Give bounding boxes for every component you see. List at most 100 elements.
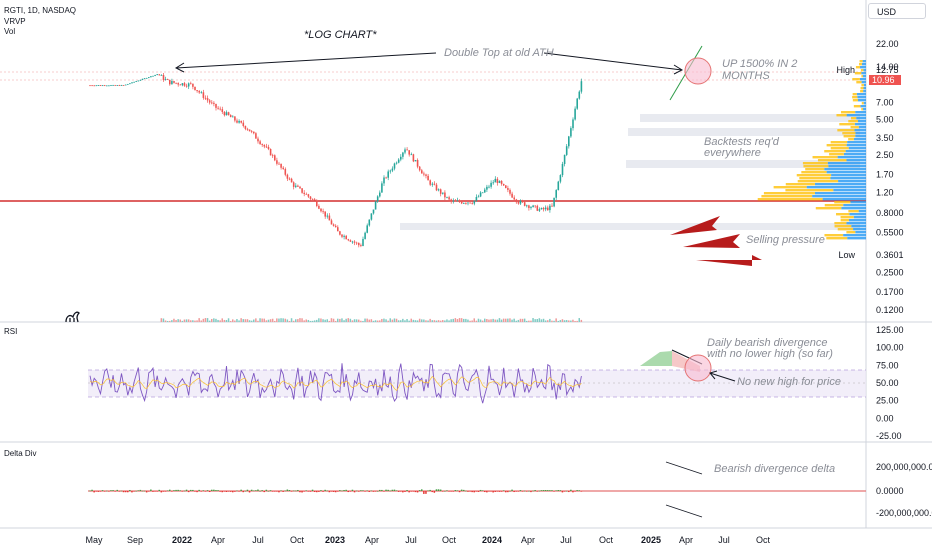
delta-bar [276,491,278,492]
volume-bar [481,320,484,322]
rsi-axis[interactable]: 125.00 100.00 75.00 50.00 25.00 0.00 -25.00 [876,325,904,441]
volume-bar [435,320,438,322]
indicator-vrvp[interactable]: VRVP [4,17,26,26]
log-chart-note[interactable]: *LOG CHART* [304,29,377,41]
indicator-vol[interactable]: Vol [4,27,15,36]
volume-bar [408,320,410,322]
selling-pressure-arrows[interactable] [670,216,762,266]
candle-body [408,150,410,155]
delta-bar [385,489,387,491]
delta-bar [265,489,268,491]
backtests-note-line1[interactable]: Backtests req'd [704,136,780,148]
delta-bar [439,489,442,491]
delta-bar [190,489,192,491]
candle-body [156,74,158,76]
volume-bar [463,318,465,322]
volume-bar [301,318,303,322]
candle-body [475,197,478,201]
volume-bar [213,318,215,322]
candle-body [412,154,415,162]
rsi-divergence-note-line1[interactable]: Daily bearish divergence [707,337,827,349]
backtests-note-line2[interactable]: everywhere [704,147,761,159]
top-highlight-circle[interactable] [684,57,712,85]
up-1500-note-line1[interactable]: UP 1500% IN 2 [722,58,797,70]
volume-bar [177,319,179,322]
delta-bar [334,491,337,493]
vrvp-bar-yellow [834,201,851,204]
time-tick-label: Jul [560,535,572,545]
delta-bar [141,490,144,492]
double-top-arrows[interactable] [174,52,684,75]
vrvp-bar-blue [846,114,866,117]
volume-bar [297,319,299,322]
delta-bar [271,491,274,492]
backtest-zone-1[interactable] [640,114,860,122]
candle-body [572,119,574,129]
candle-body [141,78,144,80]
currency-selector[interactable]: USD [868,3,926,19]
delta-pane-title[interactable]: Delta Div [4,449,36,458]
delta-axis[interactable]: 200,000,000.00 0.0000 -200,000,000.00 [876,462,932,518]
vrvp-bar-yellow [852,78,860,81]
delta-lower-channel[interactable] [665,504,703,518]
vrvp-bar-yellow [803,165,829,168]
time-axis[interactable]: May Sep 2022 Apr Jul Oct 2023 Apr Jul Oct 2024 Apr J… [85,535,770,545]
candle-body [257,138,259,142]
delta-bar [297,489,299,491]
candle-body [240,120,242,123]
price-axis[interactable]: 22.00 14.00 7.00 5.00 3.50 2.50 1.70 1.20 0.8000… [876,39,904,315]
delta-bar [355,490,358,492]
delta-bar [152,491,154,492]
backtest-zone-2[interactable] [628,128,860,136]
volume-bar [383,318,385,322]
price-tick-label: 0.8000 [876,208,904,218]
candle-body [265,146,268,148]
delta-bar [267,490,270,492]
vrvp-bar-blue [855,135,866,138]
candle-body [574,108,576,120]
rsi-highlight-circle[interactable] [684,354,712,382]
volume-bar [376,320,379,322]
rsi-line[interactable] [89,363,582,404]
backtest-zone-3[interactable] [626,160,860,168]
delta-bar [236,490,238,492]
double-top-note[interactable]: Double Top at old ATH [444,47,554,59]
candle-body [198,91,200,93]
delta-bar [427,490,429,492]
selling-pressure-note[interactable]: Selling pressure [746,234,825,246]
volume-bar [490,319,492,322]
candle-body [89,85,91,87]
candle-body [429,180,431,185]
delta-bar [261,490,263,491]
backtest-zone-4[interactable] [400,223,860,230]
delta-bar [305,490,307,491]
vrvp-bar-blue [846,222,866,225]
candle-body [269,148,272,156]
delta-divergence-note[interactable]: Bearish divergence delta [714,463,835,475]
delta-bar [389,490,391,492]
volume-bar [498,318,501,322]
up-1500-note-line2[interactable]: MONTHS [722,70,770,82]
volume-bar [387,320,389,322]
no-new-high-arrow[interactable] [709,372,736,382]
delta-bar [166,490,169,492]
vrvp-bar-yellow [830,147,849,150]
delta-bar [450,491,452,492]
volume-bar [553,320,555,322]
volume-bar [360,320,362,322]
price-tick-label: 2.50 [876,150,894,160]
delta-bar [217,490,219,491]
vrvp-bar-yellow [824,234,844,237]
no-new-high-note[interactable]: No new high for price [737,376,841,388]
high-label: High [836,65,855,75]
rsi-divergence-note-line2[interactable]: with no lower high (so far) [707,348,833,360]
candle-body [463,202,465,204]
delta-bar [454,490,457,491]
volume-bar [265,320,268,322]
rsi-ma-line[interactable] [89,375,582,392]
rsi-pane-title[interactable]: RSI [4,327,17,336]
delta-bar [185,489,188,491]
candle-body [479,192,482,197]
candle-body [179,84,182,86]
delta-upper-channel[interactable] [665,461,703,475]
